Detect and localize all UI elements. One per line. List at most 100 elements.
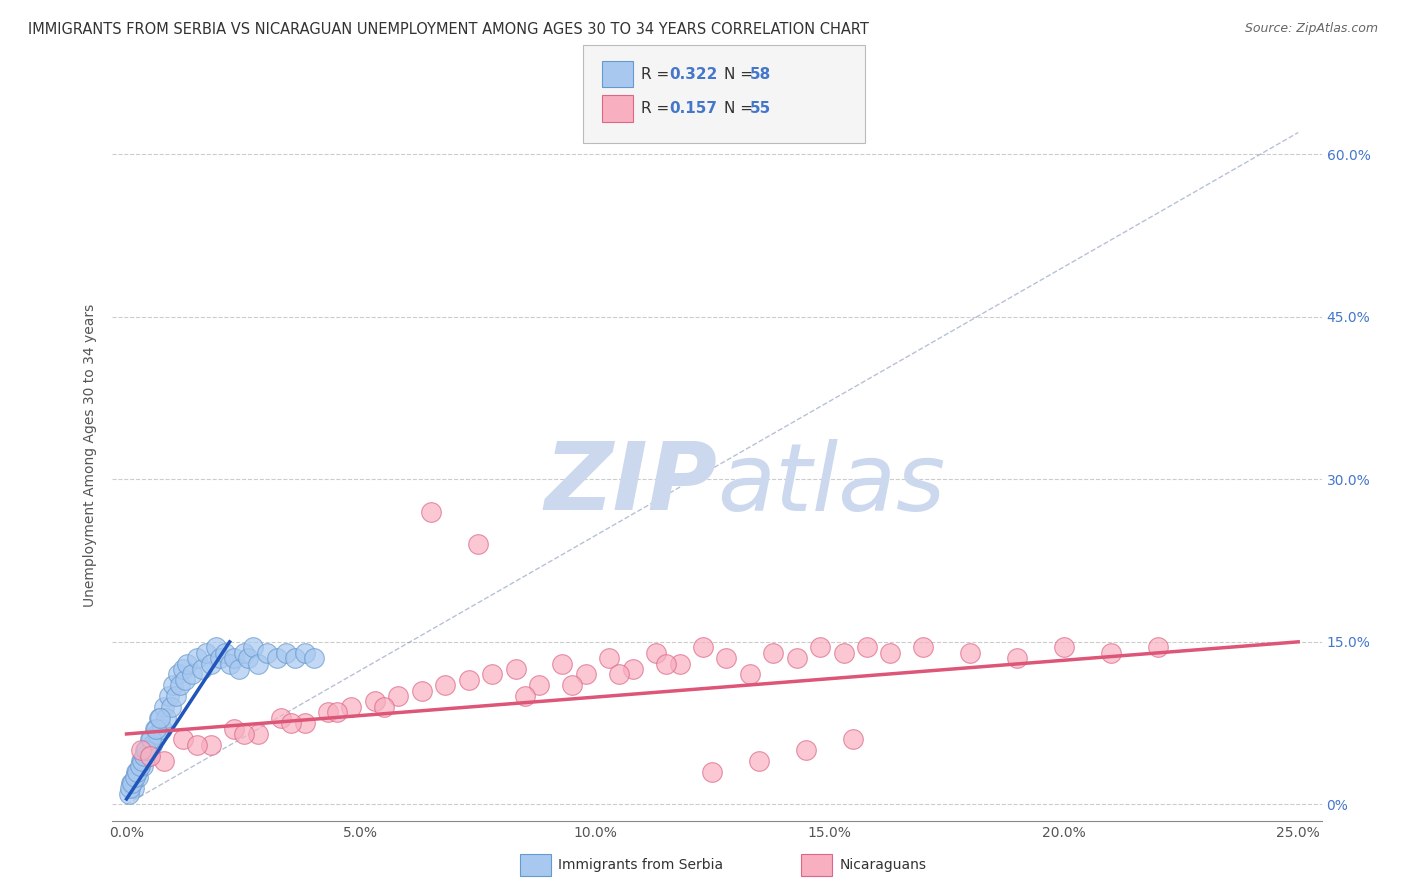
Point (1005, 651, 1028, 665)
Point (527, 678, 550, 692)
Point (270, 711, 292, 725)
Point (232, 727, 254, 741)
Point (165, 689, 187, 703)
Point (172, 732, 194, 747)
Point (132, 759, 155, 773)
Point (621, 662, 644, 676)
Point (1146, 640, 1168, 655)
Text: atlas: atlas (717, 439, 945, 530)
Point (131, 754, 153, 768)
Text: N =: N = (724, 67, 758, 81)
Point (195, 646, 218, 660)
Point (551, 657, 574, 671)
Point (364, 694, 387, 708)
Point (209, 651, 232, 665)
Point (467, 537, 489, 551)
Point (169, 678, 191, 692)
Point (136, 748, 159, 763)
Point (125, 764, 148, 779)
Point (134, 748, 156, 763)
Point (139, 732, 162, 747)
Point (692, 640, 714, 655)
Point (302, 651, 325, 665)
Point (155, 711, 177, 725)
Point (316, 706, 339, 720)
Text: Immigrants from Serbia: Immigrants from Serbia (558, 858, 723, 872)
Point (284, 651, 307, 665)
Text: Source: ZipAtlas.com: Source: ZipAtlas.com (1244, 22, 1378, 36)
Point (121, 775, 143, 789)
Point (218, 657, 240, 671)
Point (139, 748, 162, 763)
Point (129, 754, 152, 768)
Point (842, 732, 865, 747)
Text: Nicaraguans: Nicaraguans (839, 858, 927, 872)
Point (153, 754, 176, 768)
Text: N =: N = (724, 102, 758, 116)
Point (808, 640, 831, 655)
Point (575, 667, 598, 681)
Point (135, 743, 157, 757)
Point (561, 678, 583, 692)
Point (274, 646, 297, 660)
Point (794, 743, 817, 757)
Point (256, 646, 278, 660)
Point (702, 764, 724, 779)
Text: 0.157: 0.157 (669, 102, 717, 116)
Point (294, 646, 316, 660)
Point (143, 722, 166, 736)
Point (879, 646, 901, 660)
Point (607, 667, 630, 681)
Point (246, 657, 269, 671)
Point (214, 646, 236, 660)
Point (786, 651, 808, 665)
Point (1053, 640, 1076, 655)
Text: 58: 58 (749, 67, 770, 81)
Text: IMMIGRANTS FROM SERBIA VS NICARAGUAN UNEMPLOYMENT AMONG AGES 30 TO 34 YEARS CORR: IMMIGRANTS FROM SERBIA VS NICARAGUAN UNE… (28, 22, 869, 37)
Text: 0.322: 0.322 (669, 67, 717, 81)
Point (200, 738, 222, 752)
Point (167, 667, 190, 681)
Point (246, 727, 269, 741)
Point (162, 678, 184, 692)
Point (232, 646, 254, 660)
Point (457, 673, 479, 687)
Y-axis label: Unemployment Among Ages 30 to 34 years: Unemployment Among Ages 30 to 34 years (83, 303, 97, 607)
Point (181, 667, 204, 681)
Point (654, 657, 676, 671)
Text: ZIP: ZIP (544, 438, 717, 530)
Point (266, 651, 288, 665)
Point (150, 722, 173, 736)
Point (176, 657, 198, 671)
Point (238, 651, 260, 665)
Point (738, 667, 761, 681)
Point (153, 699, 176, 714)
Point (716, 651, 738, 665)
Point (190, 662, 212, 676)
Point (505, 662, 527, 676)
Text: 55: 55 (749, 102, 770, 116)
Point (832, 646, 855, 660)
Point (481, 667, 503, 681)
Point (959, 646, 981, 660)
Point (242, 640, 264, 655)
Point (668, 657, 690, 671)
Point (146, 727, 169, 741)
Point (326, 706, 349, 720)
Point (160, 699, 183, 714)
Point (129, 743, 152, 757)
Point (340, 699, 363, 714)
Point (294, 716, 316, 731)
Point (149, 711, 172, 725)
Point (200, 657, 222, 671)
Point (513, 689, 536, 703)
Point (148, 711, 170, 725)
Point (748, 754, 770, 768)
Point (186, 738, 208, 752)
Point (145, 722, 167, 736)
Point (645, 646, 668, 660)
Point (139, 732, 162, 747)
Point (434, 678, 457, 692)
Point (118, 787, 141, 801)
Point (127, 770, 149, 784)
